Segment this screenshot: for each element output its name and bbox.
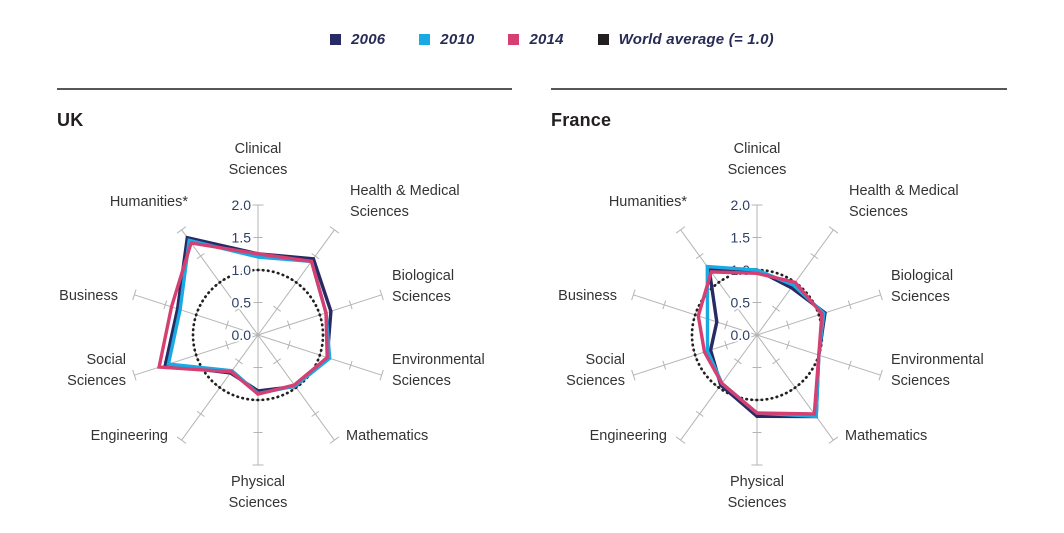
axis-label-line: Sciences	[849, 204, 908, 220]
legend-swatch-2010	[419, 34, 431, 45]
radial-tick-label: 2.0	[731, 197, 751, 213]
axis-label-line: Sciences	[350, 204, 409, 220]
axis-label-line: Sciences	[891, 373, 950, 389]
radar-plot: 0.0 0.5 1.0 1.5 2.0	[132, 195, 384, 466]
legend-label-2006: 2006	[351, 31, 386, 48]
axis-label-biological-sciences: Biological Sciences	[891, 266, 953, 308]
axis-label-line: Humanities*	[109, 194, 188, 210]
radial-tick-label: 1.0	[232, 262, 252, 278]
legend-swatch-world-average	[597, 34, 609, 45]
axis-label-environmental-sciences: Environmental Sciences	[392, 350, 485, 392]
axis-label-line: Biological	[392, 268, 455, 284]
axis-label-line: Sciences	[566, 373, 625, 389]
axis-label-clinical-sciences: Clinical Sciences	[8, 139, 508, 181]
axis-label-line: Clinical	[733, 141, 781, 157]
axis-label-health-medical-sciences: Health & Medical Sciences	[350, 181, 460, 223]
axis-label-line: Biological	[891, 268, 954, 284]
radial-tick-label: 2.0	[232, 197, 252, 213]
axis-label-physical-sciences: Physical Sciences	[8, 472, 508, 514]
series-2006-line	[707, 267, 827, 419]
axis-label-line: Sciences	[727, 162, 787, 178]
divider-rule-right	[551, 88, 1007, 90]
axis-label-line: Humanities*	[608, 194, 687, 210]
axis-label-line: Social	[86, 352, 127, 368]
axis-label-line: Physical	[730, 474, 784, 490]
divider-rule-left	[57, 88, 512, 90]
axis-label-line: Sciences	[727, 495, 787, 511]
axis-label-line: Physical	[231, 474, 285, 490]
axis-label-clinical-sciences: Clinical Sciences	[507, 139, 1007, 181]
legend-label-2014: 2014	[529, 31, 564, 48]
legend-label-2010: 2010	[440, 31, 475, 48]
axis-label-social-sciences: Social Sciences	[67, 350, 126, 392]
axis-label-line: Mathematics	[346, 428, 429, 444]
axis-label-line: Environmental	[392, 352, 485, 368]
axis-label-business: Business	[558, 286, 617, 307]
axis-label-mathematics: Mathematics	[346, 426, 428, 447]
axis-label-environmental-sciences: Environmental Sciences	[891, 350, 984, 392]
axis-label-line: Sciences	[228, 495, 288, 511]
legend-swatch-2006	[330, 34, 342, 45]
axis-label-line: Mathematics	[845, 428, 928, 444]
axis-label-physical-sciences: Physical Sciences	[507, 472, 1007, 514]
axis-label-line: Sciences	[392, 373, 451, 389]
axis-label-line: Business	[59, 288, 118, 304]
radar-plot: 0.00.51.01.52.0	[631, 195, 883, 466]
chart-title-france: France	[551, 110, 612, 130]
axis-label-line: Engineering	[90, 428, 168, 444]
radar-chart-uk: 0.0 0.5 1.0 1.5 2.0 Clinical Sciences Health & …	[8, 135, 508, 533]
axis-label-line: Health & Medical	[350, 183, 460, 199]
series-2006-line	[163, 235, 333, 393]
legend-item-2010: 2010	[419, 31, 474, 48]
radar-chart-france: 0.0 0.5 1.0 1.5 2.0 Clinical Sciences Health & …	[507, 135, 1007, 533]
legend-item-2014: 2014	[508, 31, 563, 48]
axis-label-engineering: Engineering	[91, 426, 168, 447]
chart-legend: 2006 2010 2014 World average (= 1.0)	[0, 31, 1064, 48]
radial-tick-label: 0.5	[731, 295, 751, 311]
radial-tick-label: 0.0	[232, 327, 252, 343]
radial-tick-label: 1.5	[232, 230, 252, 246]
axis-label-line: Sciences	[228, 162, 288, 178]
axis-label-social-sciences: Social Sciences	[566, 350, 625, 392]
axis-label-biological-sciences: Biological Sciences	[392, 266, 454, 308]
radial-tick-label: 1.5	[731, 230, 751, 246]
radial-tick-label: 0.5	[232, 295, 252, 311]
series-2014-line	[696, 270, 824, 416]
axis-label-line: Environmental	[891, 352, 984, 368]
radial-tick-label: 0.0	[731, 327, 751, 343]
axis-label-business: Business	[59, 286, 118, 307]
axis-label-line: Engineering	[589, 428, 667, 444]
axis-label-engineering: Engineering	[590, 426, 667, 447]
series-2014-line	[157, 241, 329, 396]
axis-label-line: Sciences	[392, 289, 451, 305]
legend-item-world-average: World average (= 1.0)	[597, 31, 774, 48]
axis-label-humanities: Humanities*	[609, 192, 687, 213]
chart-title-uk: UK	[57, 110, 84, 130]
axis-label-mathematics: Mathematics	[845, 426, 927, 447]
axis-label-line: Sciences	[891, 289, 950, 305]
legend-item-2006: 2006	[330, 31, 385, 48]
axis-label-line: Sciences	[67, 373, 126, 389]
axis-label-humanities: Humanities*	[110, 192, 188, 213]
axis-label-line: Social	[585, 352, 626, 368]
world-average-circle	[191, 268, 325, 402]
axis-label-line: Clinical	[234, 141, 282, 157]
axis-label-health-medical-sciences: Health & Medical Sciences	[849, 181, 959, 223]
axis-label-line: Business	[558, 288, 617, 304]
legend-label-world-average: World average (= 1.0)	[618, 31, 774, 48]
legend-swatch-2014	[508, 34, 520, 45]
axis-label-line: Health & Medical	[849, 183, 959, 199]
